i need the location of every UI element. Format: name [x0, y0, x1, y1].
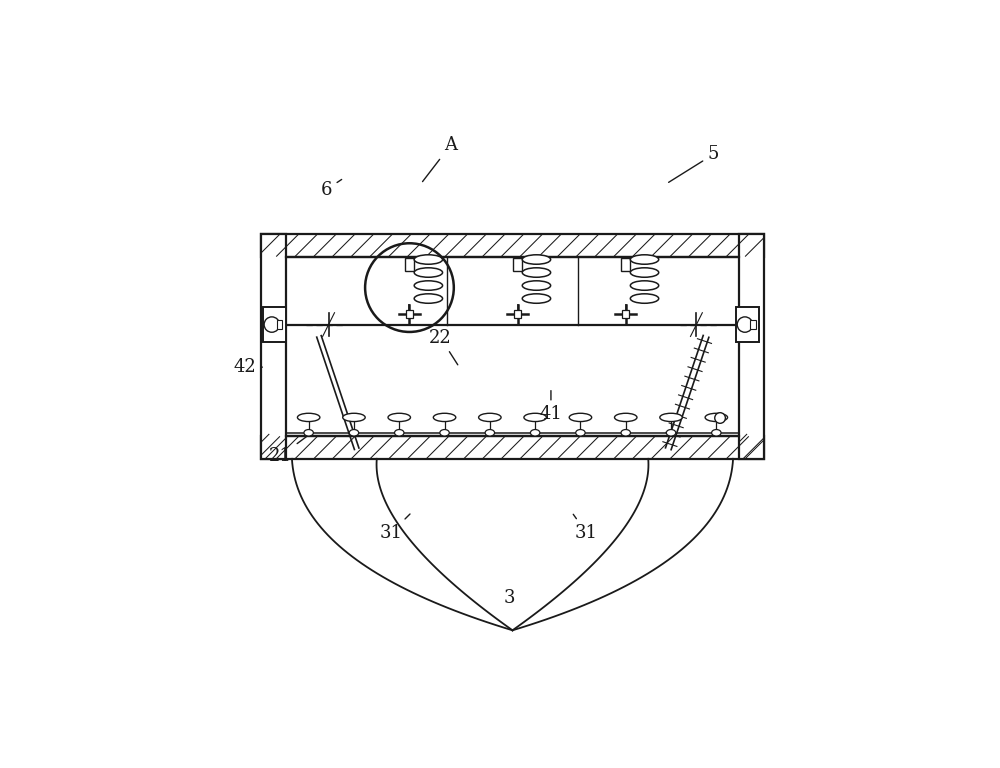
Ellipse shape: [522, 294, 551, 303]
Ellipse shape: [485, 429, 495, 436]
Ellipse shape: [630, 268, 659, 277]
Ellipse shape: [660, 413, 682, 422]
Ellipse shape: [440, 429, 449, 436]
Circle shape: [737, 317, 753, 333]
Ellipse shape: [522, 255, 551, 264]
Ellipse shape: [524, 413, 546, 422]
Ellipse shape: [414, 281, 443, 290]
Bar: [406, 310, 413, 318]
Text: 3: 3: [504, 589, 515, 607]
Ellipse shape: [530, 429, 540, 436]
Text: A: A: [423, 137, 457, 181]
Bar: [405, 258, 414, 271]
Text: 22: 22: [429, 329, 458, 365]
Ellipse shape: [630, 281, 659, 290]
Ellipse shape: [343, 413, 365, 422]
Bar: [750, 319, 756, 329]
Ellipse shape: [388, 413, 410, 422]
Bar: [261, 234, 286, 458]
Ellipse shape: [621, 429, 630, 436]
Circle shape: [264, 317, 280, 333]
Ellipse shape: [666, 429, 676, 436]
Bar: [261, 436, 764, 458]
Ellipse shape: [479, 413, 501, 422]
Ellipse shape: [712, 429, 721, 436]
Text: 31: 31: [573, 515, 598, 541]
Bar: [263, 307, 286, 342]
Circle shape: [715, 412, 725, 423]
Text: 42: 42: [233, 358, 262, 376]
Ellipse shape: [414, 294, 443, 303]
Ellipse shape: [522, 268, 551, 277]
Ellipse shape: [304, 429, 313, 436]
Ellipse shape: [297, 413, 320, 422]
Ellipse shape: [433, 413, 456, 422]
Bar: [621, 258, 630, 271]
Text: 31: 31: [380, 514, 410, 541]
Bar: [513, 258, 522, 271]
Bar: [514, 310, 521, 318]
Bar: [622, 310, 629, 318]
Ellipse shape: [395, 429, 404, 436]
Text: 5: 5: [669, 145, 719, 182]
Text: 41: 41: [540, 391, 562, 423]
Ellipse shape: [615, 413, 637, 422]
Bar: [277, 319, 282, 329]
Text: 6: 6: [320, 180, 342, 199]
Ellipse shape: [576, 429, 585, 436]
Ellipse shape: [522, 281, 551, 290]
Ellipse shape: [349, 429, 359, 436]
Text: 21: 21: [269, 437, 306, 465]
Ellipse shape: [414, 255, 443, 264]
Ellipse shape: [414, 268, 443, 277]
Bar: [261, 234, 764, 257]
Bar: [736, 307, 759, 342]
Ellipse shape: [705, 413, 728, 422]
Bar: [739, 234, 764, 458]
Ellipse shape: [630, 255, 659, 264]
Ellipse shape: [630, 294, 659, 303]
Ellipse shape: [569, 413, 592, 422]
